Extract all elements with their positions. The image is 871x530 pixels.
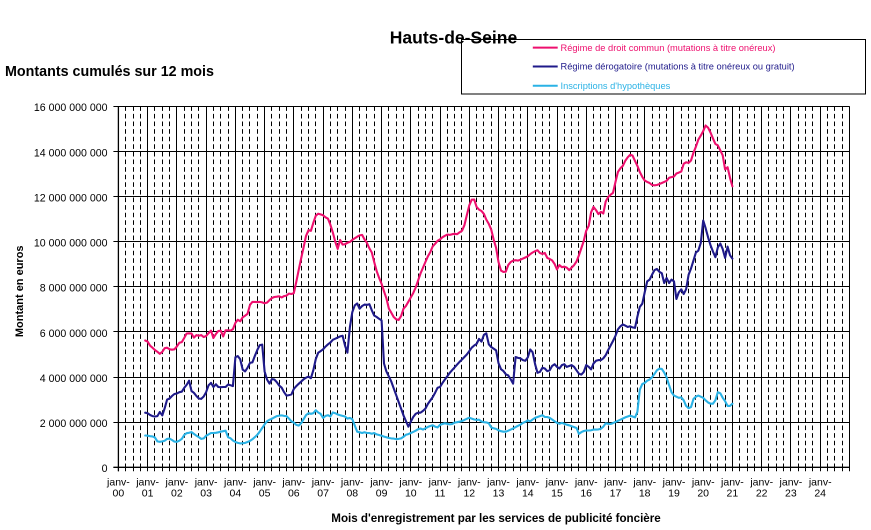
svg-text:15: 15 <box>551 488 563 500</box>
svg-text:janv-: janv- <box>545 477 569 489</box>
svg-text:Montant en euros: Montant en euros <box>14 245 26 337</box>
svg-text:2 000 000 000: 2 000 000 000 <box>40 418 108 430</box>
svg-text:Régime dérogatoire (mutations: Régime dérogatoire (mutations à titre on… <box>561 62 795 72</box>
svg-text:0: 0 <box>102 463 108 475</box>
svg-text:10 000 000 000: 10 000 000 000 <box>34 238 108 250</box>
svg-text:16: 16 <box>580 488 592 500</box>
svg-text:04: 04 <box>230 488 242 500</box>
svg-text:01: 01 <box>142 488 154 500</box>
svg-text:10: 10 <box>405 488 417 500</box>
svg-text:janv-: janv- <box>165 477 189 489</box>
svg-text:12: 12 <box>463 488 475 500</box>
svg-text:Régime de droit commun (mutati: Régime de droit commun (mutations à titr… <box>561 43 776 53</box>
svg-text:20: 20 <box>697 488 709 500</box>
svg-text:21: 21 <box>727 488 739 500</box>
svg-text:18: 18 <box>639 488 651 500</box>
svg-text:janv-: janv- <box>398 477 422 489</box>
svg-text:13: 13 <box>493 488 505 500</box>
svg-text:02: 02 <box>171 488 183 500</box>
svg-text:janv-: janv- <box>603 477 627 489</box>
svg-text:janv-: janv- <box>252 477 276 489</box>
svg-text:janv-: janv- <box>486 477 510 489</box>
svg-text:janv-: janv- <box>808 477 832 489</box>
svg-text:janv-: janv- <box>515 477 539 489</box>
svg-text:14 000 000 000: 14 000 000 000 <box>34 147 108 159</box>
svg-text:janv-: janv- <box>106 477 130 489</box>
svg-text:janv-: janv- <box>311 477 335 489</box>
svg-text:Mois d'enregistrement par les: Mois d'enregistrement par les services d… <box>331 512 661 525</box>
svg-text:07: 07 <box>317 488 329 500</box>
svg-text:17: 17 <box>610 488 622 500</box>
svg-text:23: 23 <box>785 488 797 500</box>
svg-text:08: 08 <box>346 488 358 500</box>
svg-text:00: 00 <box>113 488 125 500</box>
svg-text:12 000 000 000: 12 000 000 000 <box>34 193 108 205</box>
svg-text:4 000 000 000: 4 000 000 000 <box>40 373 108 385</box>
svg-text:janv-: janv- <box>662 477 686 489</box>
svg-text:janv-: janv- <box>720 477 744 489</box>
svg-text:Montants cumulés sur 12 mois: Montants cumulés sur 12 mois <box>5 64 214 80</box>
svg-text:16 000 000 000: 16 000 000 000 <box>34 102 108 114</box>
svg-text:janv-: janv- <box>632 477 656 489</box>
svg-text:22: 22 <box>756 488 768 500</box>
svg-text:janv-: janv- <box>135 477 159 489</box>
svg-text:24: 24 <box>814 488 826 500</box>
svg-text:8 000 000 000: 8 000 000 000 <box>40 283 108 295</box>
svg-text:janv-: janv- <box>281 477 305 489</box>
svg-text:janv-: janv- <box>194 477 218 489</box>
svg-text:janv-: janv- <box>223 477 247 489</box>
svg-text:06: 06 <box>288 488 300 500</box>
svg-text:Hauts-de-Seine: Hauts-de-Seine <box>390 27 518 47</box>
svg-text:janv-: janv- <box>340 477 364 489</box>
svg-text:05: 05 <box>259 488 271 500</box>
svg-text:03: 03 <box>200 488 212 500</box>
svg-text:09: 09 <box>376 488 388 500</box>
svg-text:janv-: janv- <box>457 477 481 489</box>
svg-text:janv-: janv- <box>749 477 773 489</box>
svg-text:19: 19 <box>668 488 680 500</box>
svg-text:janv-: janv- <box>779 477 803 489</box>
svg-text:janv-: janv- <box>691 477 715 489</box>
svg-text:janv-: janv- <box>428 477 452 489</box>
svg-text:6 000 000 000: 6 000 000 000 <box>40 328 108 340</box>
svg-text:janv-: janv- <box>574 477 598 489</box>
svg-text:Inscriptions d'hypothèques: Inscriptions d'hypothèques <box>561 81 671 91</box>
svg-text:11: 11 <box>435 488 446 500</box>
svg-text:14: 14 <box>522 488 534 500</box>
svg-text:janv-: janv- <box>369 477 393 489</box>
